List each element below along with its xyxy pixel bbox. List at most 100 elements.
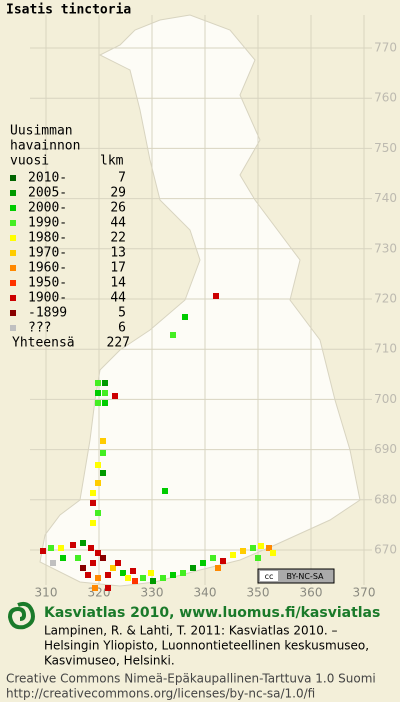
legend-header: havainnon [10, 139, 80, 154]
occurrence-square [80, 540, 86, 546]
occurrence-square [182, 314, 188, 320]
occurrence-square [85, 572, 91, 578]
occurrence-square [90, 520, 96, 526]
legend-label: 1990- [28, 216, 67, 231]
legend-count: 5 [118, 306, 126, 321]
occurrence-square [88, 545, 94, 551]
footer-license: http://creativecommons.org/licenses/by-n… [6, 687, 315, 701]
occurrence-square [115, 560, 121, 566]
occurrence-square [102, 400, 108, 406]
occurrence-square [213, 293, 219, 299]
legend-header: vuosi [10, 154, 49, 169]
legend-swatch [10, 280, 16, 286]
occurrence-square [105, 585, 111, 591]
occurrence-square [250, 545, 256, 551]
x-grid-label: 350 [247, 586, 270, 600]
occurrence-square [95, 462, 101, 468]
occurrence-square [90, 560, 96, 566]
y-grid-label: 670 [374, 543, 397, 557]
occurrence-square [140, 575, 146, 581]
footer-citation: Helsingin Yliopisto, Luonnontieteellinen… [44, 639, 369, 653]
occurrence-square [270, 550, 276, 556]
legend-count: 14 [110, 276, 126, 291]
legend-total: 227 [107, 336, 130, 351]
occurrence-square [112, 393, 118, 399]
y-grid-label: 740 [374, 191, 397, 205]
legend-header: Uusimman [10, 124, 73, 139]
occurrence-square [148, 570, 154, 576]
occurrence-square [50, 560, 56, 566]
legend-count: 44 [110, 216, 126, 231]
occurrence-square [95, 380, 101, 386]
occurrence-square [95, 390, 101, 396]
footer-license: Creative Commons Nimeä-Epäkaupallinen-Ta… [6, 672, 376, 686]
footer-citation: Lampinen, R. & Lahti, T. 2011: Kasviatla… [44, 624, 338, 638]
occurrence-square [100, 470, 106, 476]
occurrence-square [92, 585, 98, 591]
y-grid-label: 760 [374, 91, 397, 105]
legend-swatch [10, 205, 16, 211]
x-grid-label: 360 [300, 586, 323, 600]
occurrence-square [162, 488, 168, 494]
y-grid-label: 720 [374, 292, 397, 306]
occurrence-square [170, 332, 176, 338]
legend-label: 1950- [28, 276, 67, 291]
legend-swatch [10, 175, 16, 181]
occurrence-square [125, 575, 131, 581]
x-grid-label: 340 [194, 586, 217, 600]
legend-label: 1980- [28, 231, 67, 246]
occurrence-square [255, 555, 261, 561]
x-grid-label: 330 [141, 586, 164, 600]
legend-swatch [10, 220, 16, 226]
y-grid-label: 710 [374, 342, 397, 356]
legend-label: 1900- [28, 291, 67, 306]
footer-heading: Kasviatlas 2010, www.luomus.fi/kasviatla… [44, 605, 380, 621]
occurrence-square [120, 570, 126, 576]
occurrence-square [180, 570, 186, 576]
y-grid-label: 770 [374, 41, 397, 55]
occurrence-square [75, 555, 81, 561]
occurrence-square [100, 438, 106, 444]
occurrence-square [90, 500, 96, 506]
occurrence-square [240, 548, 246, 554]
legend-count: 22 [110, 231, 126, 246]
legend-swatch [10, 325, 16, 331]
occurrence-square [102, 380, 108, 386]
legend-swatch [10, 190, 16, 196]
legend-swatch [10, 250, 16, 256]
occurrence-square [95, 480, 101, 486]
occurrence-square [230, 552, 236, 558]
legend-swatch [10, 295, 16, 301]
occurrence-square [150, 578, 156, 584]
y-grid-label: 680 [374, 492, 397, 506]
occurrence-square [215, 565, 221, 571]
occurrence-square [200, 560, 206, 566]
occurrence-square [190, 565, 196, 571]
legend-label: -1899 [28, 306, 67, 321]
occurrence-square [105, 572, 111, 578]
occurrence-square [90, 490, 96, 496]
occurrence-square [210, 555, 216, 561]
legend-label: 2010- [28, 171, 67, 186]
legend-swatch [10, 310, 16, 316]
y-grid-label: 700 [374, 392, 397, 406]
legend-count: 44 [110, 291, 126, 306]
occurrence-square [100, 555, 106, 561]
legend-count: 7 [118, 171, 126, 186]
occurrence-square [130, 568, 136, 574]
x-grid-label: 370 [353, 586, 376, 600]
occurrence-square [60, 555, 66, 561]
occurrence-square [102, 390, 108, 396]
legend-label: 2005- [28, 186, 67, 201]
footer-citation: Kasvimuseo, Helsinki. [44, 654, 175, 668]
occurrence-square [40, 548, 46, 554]
occurrence-square [266, 545, 272, 551]
legend-label: 2000- [28, 201, 67, 216]
legend-label: 1970- [28, 246, 67, 261]
occurrence-square [160, 575, 166, 581]
legend-count: 17 [110, 261, 126, 276]
legend-count: 6 [118, 321, 126, 336]
